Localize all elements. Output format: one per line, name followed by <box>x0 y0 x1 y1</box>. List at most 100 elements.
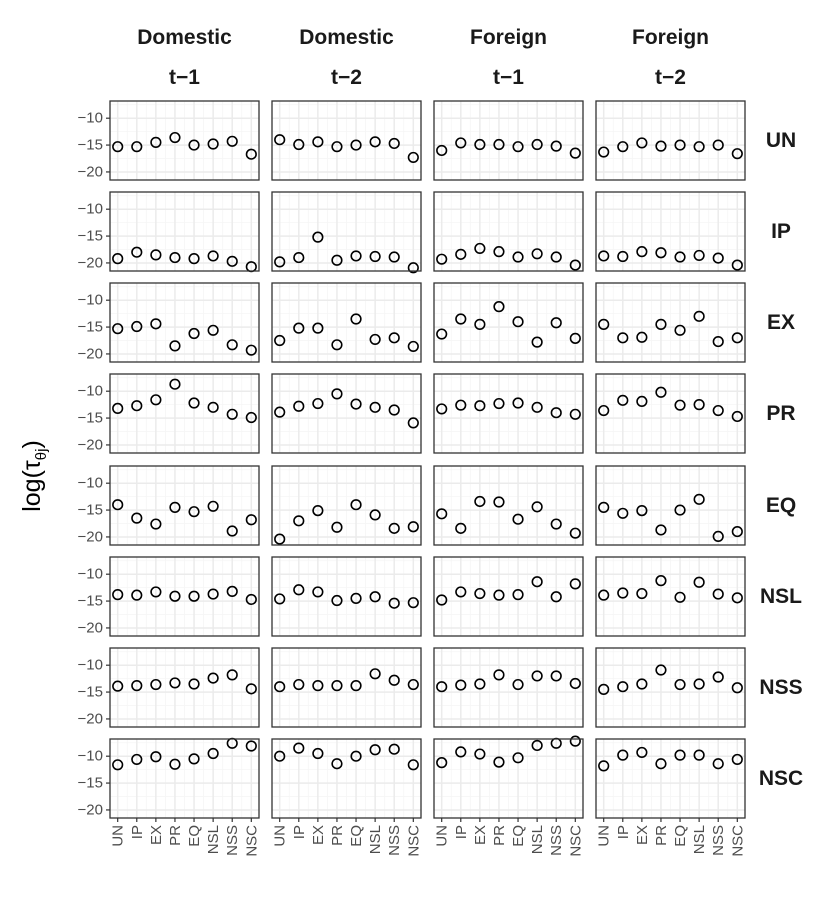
point-un-4-nsl <box>693 141 705 153</box>
point-nss-1-eq <box>188 678 200 690</box>
panel-border <box>109 647 260 728</box>
point-eq-3-pr <box>493 496 505 508</box>
y-tick-label: −10 <box>78 748 103 765</box>
point-eq-1-un <box>112 499 124 511</box>
point-ex-4-nsc <box>731 332 743 344</box>
panel-border <box>595 647 746 728</box>
point-un-4-ex <box>636 137 648 149</box>
panel-border <box>109 738 260 819</box>
point-nsl-2-pr <box>331 594 343 607</box>
point-eq-3-un <box>436 508 448 520</box>
panel-border <box>271 191 422 272</box>
row-strip-ip: IP <box>771 220 791 243</box>
panel-pr-3 <box>433 373 584 454</box>
point-nsc-1-nsc <box>245 740 257 752</box>
point-ex-4-un <box>598 318 610 330</box>
point-ex-1-pr <box>169 340 181 352</box>
point-nsc-1-eq <box>188 753 200 765</box>
panel-nss-1 <box>109 647 260 728</box>
point-un-4-nsc <box>731 148 743 160</box>
point-pr-2-nss <box>388 404 400 416</box>
panel-border <box>433 373 584 454</box>
point-nss-2-nss <box>388 674 400 686</box>
point-un-2-nsl <box>369 136 381 148</box>
y-tick-label: −10 <box>78 110 103 127</box>
point-ip-2-pr <box>331 254 343 266</box>
point-nss-4-nsc <box>731 682 743 694</box>
point-nsl-2-nsc <box>407 597 419 609</box>
point-un-2-un <box>274 134 286 146</box>
point-ip-2-ex <box>312 231 324 243</box>
point-un-1-nsl <box>207 138 219 150</box>
y-tick-label: −10 <box>78 657 103 674</box>
panel-border <box>595 738 746 819</box>
point-pr-1-un <box>112 402 124 414</box>
point-un-1-un <box>112 141 124 153</box>
point-nsc-2-pr <box>331 758 343 770</box>
point-pr-4-un <box>598 404 610 417</box>
panel-border <box>433 282 584 363</box>
y-tick-label: −20 <box>78 619 103 636</box>
point-nsl-4-ip <box>617 587 629 599</box>
y-axis-title-close: ) <box>18 440 46 448</box>
point-un-3-nss <box>550 140 562 152</box>
y-axis-title-subscript: θj <box>33 449 50 461</box>
point-nss-2-nsl <box>369 668 381 680</box>
point-nss-1-nsc <box>245 683 257 695</box>
point-nss-2-ex <box>312 680 324 692</box>
y-tick-label: −10 <box>78 566 103 583</box>
point-nss-1-ip <box>131 680 143 692</box>
point-pr-2-un <box>274 406 286 418</box>
panel-border <box>271 282 422 363</box>
point-nss-3-ip <box>455 679 467 691</box>
column-strip-lag-3: t−1 <box>493 66 524 89</box>
panel-border <box>271 373 422 454</box>
point-ex-1-ex <box>150 318 162 330</box>
point-ip-4-nss <box>712 252 724 264</box>
panel-border <box>109 282 260 363</box>
point-ex-2-nsl <box>369 333 381 346</box>
point-ip-1-eq <box>188 253 200 265</box>
panel-nsc-2 <box>271 738 422 819</box>
point-nsc-4-ip <box>617 749 629 761</box>
point-pr-1-nsl <box>207 401 219 413</box>
x-tick-label-pr: PR <box>653 825 670 846</box>
panel-eq-1 <box>109 465 260 546</box>
point-nsc-2-nsl <box>369 744 381 756</box>
point-pr-1-ex <box>150 394 162 406</box>
point-un-2-nsc <box>407 151 419 164</box>
point-un-2-nss <box>388 137 400 150</box>
y-tick-label: −10 <box>78 201 103 218</box>
panel-nss-2 <box>271 647 422 728</box>
point-ip-4-pr <box>655 247 667 259</box>
point-un-3-ex <box>474 138 486 151</box>
panel-eq-2 <box>271 465 422 546</box>
panel-ex-1 <box>109 282 260 363</box>
point-ex-3-un <box>436 328 448 340</box>
point-ex-2-ip <box>293 322 305 334</box>
point-nsl-2-ex <box>312 586 324 598</box>
point-nss-3-nsl <box>531 670 543 682</box>
y-tick-label: −15 <box>78 228 103 245</box>
point-ip-2-nss <box>388 251 400 263</box>
y-tick-label: −15 <box>78 684 103 701</box>
point-un-4-pr <box>655 140 667 152</box>
point-eq-4-pr <box>655 524 667 536</box>
panel-border <box>595 556 746 637</box>
point-nss-4-un <box>598 683 610 695</box>
point-eq-1-ex <box>150 518 162 530</box>
point-nsc-3-nsl <box>531 739 543 752</box>
panel-ip-3 <box>433 191 584 272</box>
point-nsl-1-un <box>112 589 124 601</box>
y-axis-title: log(τθj) <box>18 440 50 512</box>
point-ip-4-nsl <box>693 249 705 262</box>
point-pr-4-ip <box>617 394 629 406</box>
x-tick-label-nsl: NSL <box>691 825 708 854</box>
point-eq-3-ex <box>474 495 486 508</box>
panels <box>109 100 746 819</box>
x-tick-label-nss: NSS <box>710 825 727 856</box>
point-ip-1-nss <box>226 255 238 267</box>
point-nsl-1-eq <box>188 590 200 602</box>
point-ex-3-nss <box>550 317 562 329</box>
point-un-2-eq <box>350 139 362 151</box>
